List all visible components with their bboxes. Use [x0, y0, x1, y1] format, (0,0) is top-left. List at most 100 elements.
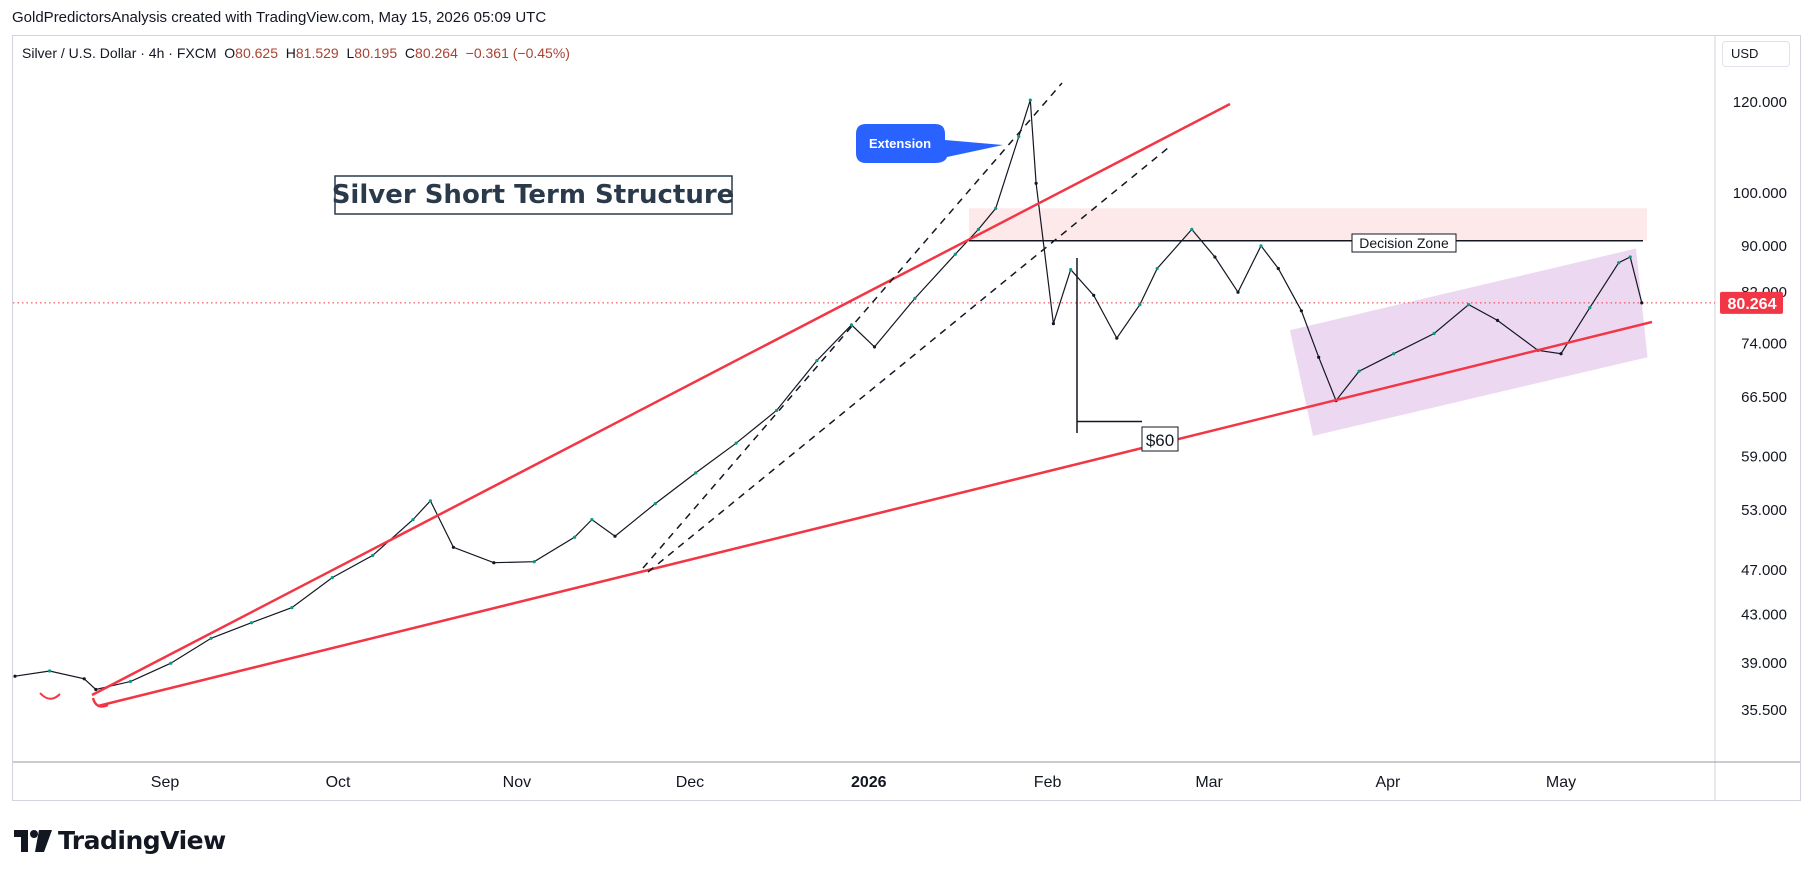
price-axis[interactable]: 120.000100.00090.00082.00074.00066.50059…: [1733, 94, 1787, 719]
low-label: L: [346, 45, 355, 61]
symbol-label[interactable]: Silver / U.S. Dollar · 4h · FXCM: [22, 45, 217, 61]
time-tick-label: Oct: [326, 774, 351, 791]
price-point: [1017, 135, 1021, 139]
price-point: [13, 674, 17, 678]
price-point: [451, 545, 455, 549]
tradingview-logo[interactable]: TradingView: [14, 826, 226, 855]
price-point: [653, 502, 657, 506]
price-point: [1628, 255, 1632, 259]
price-point: [411, 518, 415, 522]
price-point: [1640, 301, 1644, 305]
price-point: [1392, 352, 1396, 356]
sixty-label: $60: [1146, 431, 1174, 450]
price-point: [1495, 318, 1500, 322]
price-point: [1276, 266, 1280, 271]
price-tick-label: 90.000: [1741, 238, 1787, 255]
price-point: [1028, 98, 1032, 102]
extension-callout[interactable]: [856, 124, 1003, 163]
time-tick-label: Nov: [503, 774, 531, 791]
price-tick-label: 120.000: [1733, 94, 1787, 111]
lower-extension-line[interactable]: [647, 147, 1169, 573]
price-point: [1559, 352, 1563, 356]
decision-zone-label-box: [1351, 233, 1457, 253]
price-point: [169, 661, 173, 665]
price-point: [1190, 227, 1194, 231]
price-point: [1617, 261, 1621, 265]
time-tick-label: 2026: [851, 774, 887, 791]
price-point: [48, 669, 52, 673]
price-point: [872, 345, 877, 349]
time-tick-label: May: [1546, 774, 1576, 791]
low-value: 80.195: [354, 45, 398, 61]
price-tick-label: 53.000: [1741, 502, 1787, 519]
high-label: H: [285, 45, 296, 61]
price-point: [492, 561, 496, 565]
price-tick-label: 66.500: [1741, 389, 1787, 406]
price-tick-label: 35.500: [1741, 702, 1787, 719]
last-price-value: 80.264: [1728, 296, 1777, 313]
decision-zone-label: Decision Zone: [1359, 235, 1449, 251]
ohlc-legend: Silver / U.S. Dollar · 4h · FXCM O80.625…: [22, 45, 570, 61]
time-tick-label: Feb: [1034, 774, 1062, 791]
price-point: [428, 499, 432, 503]
price-point: [1467, 303, 1471, 307]
price-point: [290, 606, 294, 610]
change-value: −0.361 (−0.45%): [465, 45, 570, 61]
price-point: [1357, 369, 1361, 373]
price-tick-label: 100.000: [1733, 185, 1787, 202]
price-point: [1155, 266, 1159, 271]
price-point: [1034, 181, 1038, 185]
price-point: [994, 206, 998, 210]
time-axis[interactable]: Sep Oct Nov Dec 2026 Feb Mar Apr May: [151, 774, 1576, 791]
trend-start-marker: [91, 697, 109, 708]
price-point: [913, 296, 917, 300]
price-tick-label: 39.000: [1741, 655, 1787, 672]
price-point: [94, 687, 98, 692]
price-point: [1259, 244, 1263, 248]
high-value: 81.529: [295, 45, 339, 61]
left-low-marker: [39, 692, 61, 700]
price-point: [976, 227, 981, 231]
price-point: [1213, 255, 1217, 259]
close-label: C: [404, 45, 416, 61]
price-point: [849, 323, 854, 327]
price-point: [953, 252, 957, 256]
price-point: [1588, 306, 1592, 310]
last-price-tag: [1720, 291, 1783, 314]
time-tick-label: Dec: [676, 774, 704, 791]
upper-extension-line[interactable]: [642, 82, 1063, 569]
chart-title: Silver Short Term Structure: [332, 180, 735, 210]
close-value: 80.264: [415, 45, 458, 61]
lower-trendline[interactable]: [97, 320, 1653, 708]
title-box[interactable]: [334, 175, 733, 215]
price-point: [1069, 268, 1073, 272]
price-point: [1092, 293, 1096, 297]
price-points: [13, 98, 1644, 692]
price-point: [128, 679, 132, 684]
time-tick-label: Sep: [151, 774, 180, 791]
sixty-label-box: [1141, 426, 1179, 452]
upper-trendline[interactable]: [91, 102, 1231, 697]
tradingview-wordmark: TradingView: [58, 826, 226, 855]
time-tick-label: Mar: [1195, 774, 1223, 791]
price-tick-label: 59.000: [1741, 449, 1787, 466]
price-point: [694, 471, 698, 475]
open-value: 80.625: [235, 45, 278, 61]
price-point: [1051, 322, 1055, 326]
chart-frame: [12, 35, 1801, 801]
price-point: [734, 441, 738, 445]
price-tick-label: 47.000: [1741, 562, 1787, 579]
price-point: [1432, 331, 1436, 336]
price-point: [249, 621, 254, 625]
price-point: [1138, 303, 1142, 307]
time-tick-label: Apr: [1375, 774, 1401, 791]
chart-credit: GoldPredictorsAnalysis created with Trad…: [12, 9, 547, 26]
price-point: [590, 518, 594, 522]
price-point: [1115, 336, 1119, 340]
currency-button[interactable]: USD: [1722, 41, 1790, 67]
price-point: [774, 408, 779, 413]
price-point: [815, 359, 819, 363]
price-point: [209, 636, 213, 640]
price-point: [613, 534, 617, 538]
